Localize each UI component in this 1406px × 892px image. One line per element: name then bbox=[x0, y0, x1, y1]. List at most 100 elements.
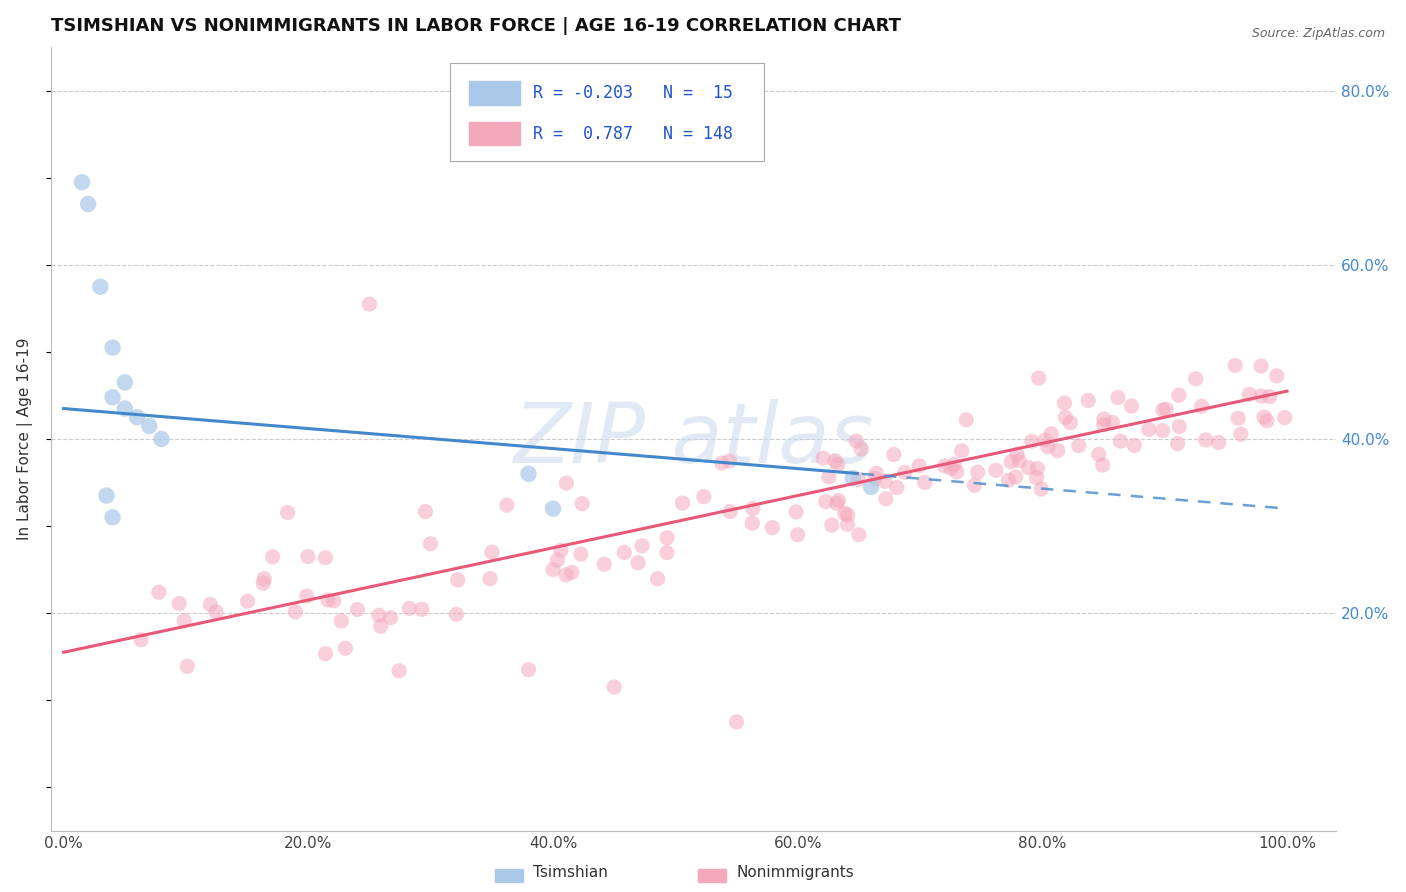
Bar bbox=[495, 869, 523, 881]
Point bbox=[1092, 417, 1115, 432]
Point bbox=[655, 546, 678, 560]
Point bbox=[718, 454, 741, 468]
Point bbox=[1026, 461, 1049, 475]
Point bbox=[114, 401, 136, 416]
Point bbox=[1033, 433, 1056, 447]
Point bbox=[1054, 410, 1077, 425]
Point bbox=[841, 471, 863, 485]
Point bbox=[176, 659, 198, 673]
Point bbox=[984, 463, 1007, 477]
Point bbox=[330, 614, 353, 628]
Point bbox=[865, 467, 887, 481]
Point bbox=[997, 473, 1019, 487]
Point bbox=[939, 461, 962, 475]
Point bbox=[335, 641, 357, 656]
Point bbox=[89, 279, 111, 293]
Point bbox=[627, 556, 650, 570]
Point bbox=[479, 572, 502, 586]
Point bbox=[561, 566, 583, 580]
Point bbox=[1274, 410, 1296, 425]
Point bbox=[934, 458, 956, 473]
Point bbox=[824, 454, 846, 468]
Point bbox=[1230, 427, 1253, 442]
Text: R = -0.203   N =  15: R = -0.203 N = 15 bbox=[533, 84, 733, 102]
Point bbox=[955, 413, 977, 427]
Point bbox=[725, 714, 748, 729]
Point bbox=[284, 605, 307, 619]
Point bbox=[848, 528, 870, 542]
Point bbox=[818, 470, 841, 484]
Point bbox=[1168, 388, 1191, 402]
Point bbox=[550, 543, 572, 558]
Point bbox=[593, 558, 616, 572]
Point bbox=[1067, 439, 1090, 453]
Point bbox=[1025, 470, 1047, 484]
Point bbox=[943, 458, 966, 472]
Point bbox=[603, 680, 626, 694]
FancyBboxPatch shape bbox=[450, 63, 765, 161]
Point bbox=[555, 567, 578, 582]
Point bbox=[886, 481, 908, 495]
Point bbox=[200, 598, 222, 612]
Point bbox=[1250, 389, 1272, 403]
Point bbox=[1253, 410, 1275, 425]
Point bbox=[860, 480, 883, 494]
Point bbox=[1092, 412, 1115, 426]
Point bbox=[555, 476, 578, 491]
Point bbox=[1195, 433, 1218, 447]
Point bbox=[1227, 411, 1250, 425]
Text: TSIMSHIAN VS NONIMMIGRANTS IN LABOR FORCE | AGE 16-19 CORRELATION CHART: TSIMSHIAN VS NONIMMIGRANTS IN LABOR FORC… bbox=[52, 17, 901, 35]
Point bbox=[1107, 391, 1129, 405]
Point bbox=[875, 491, 897, 506]
Point bbox=[873, 475, 896, 489]
Point bbox=[863, 471, 886, 485]
Point bbox=[834, 506, 856, 520]
Point bbox=[1036, 440, 1059, 454]
Point bbox=[710, 456, 733, 470]
Point bbox=[167, 597, 190, 611]
Point bbox=[1137, 422, 1160, 436]
Point bbox=[380, 610, 402, 624]
Point bbox=[367, 608, 389, 623]
Point bbox=[950, 443, 973, 458]
Point bbox=[1046, 443, 1069, 458]
Point bbox=[827, 493, 849, 508]
Point bbox=[1109, 434, 1132, 449]
Point bbox=[1152, 424, 1174, 438]
Point bbox=[671, 496, 693, 510]
Point bbox=[262, 549, 284, 564]
Point bbox=[1004, 470, 1026, 484]
Point bbox=[1225, 359, 1247, 373]
Point bbox=[101, 510, 124, 524]
Point bbox=[914, 475, 936, 490]
Point bbox=[785, 505, 807, 519]
Point bbox=[1077, 393, 1099, 408]
Point bbox=[1059, 416, 1081, 430]
Point bbox=[277, 506, 299, 520]
Point bbox=[314, 550, 336, 565]
Point bbox=[1005, 447, 1028, 461]
Point bbox=[96, 489, 118, 503]
Point bbox=[741, 501, 763, 516]
Point bbox=[845, 434, 868, 448]
Point bbox=[821, 518, 844, 533]
Point bbox=[101, 341, 124, 355]
Point bbox=[125, 410, 148, 425]
Point bbox=[150, 432, 173, 446]
Point bbox=[966, 465, 988, 479]
Point bbox=[1239, 387, 1261, 401]
Point bbox=[415, 505, 437, 519]
Point bbox=[814, 494, 837, 508]
Point bbox=[1184, 372, 1206, 386]
Point bbox=[1091, 458, 1114, 472]
Point bbox=[446, 607, 468, 622]
Point bbox=[848, 472, 870, 486]
Point bbox=[322, 594, 344, 608]
Point bbox=[173, 614, 195, 628]
Point bbox=[517, 663, 540, 677]
Point bbox=[1256, 414, 1278, 428]
Point bbox=[851, 442, 873, 457]
Point bbox=[1152, 402, 1174, 417]
Point bbox=[1031, 482, 1053, 496]
Point bbox=[316, 593, 339, 607]
